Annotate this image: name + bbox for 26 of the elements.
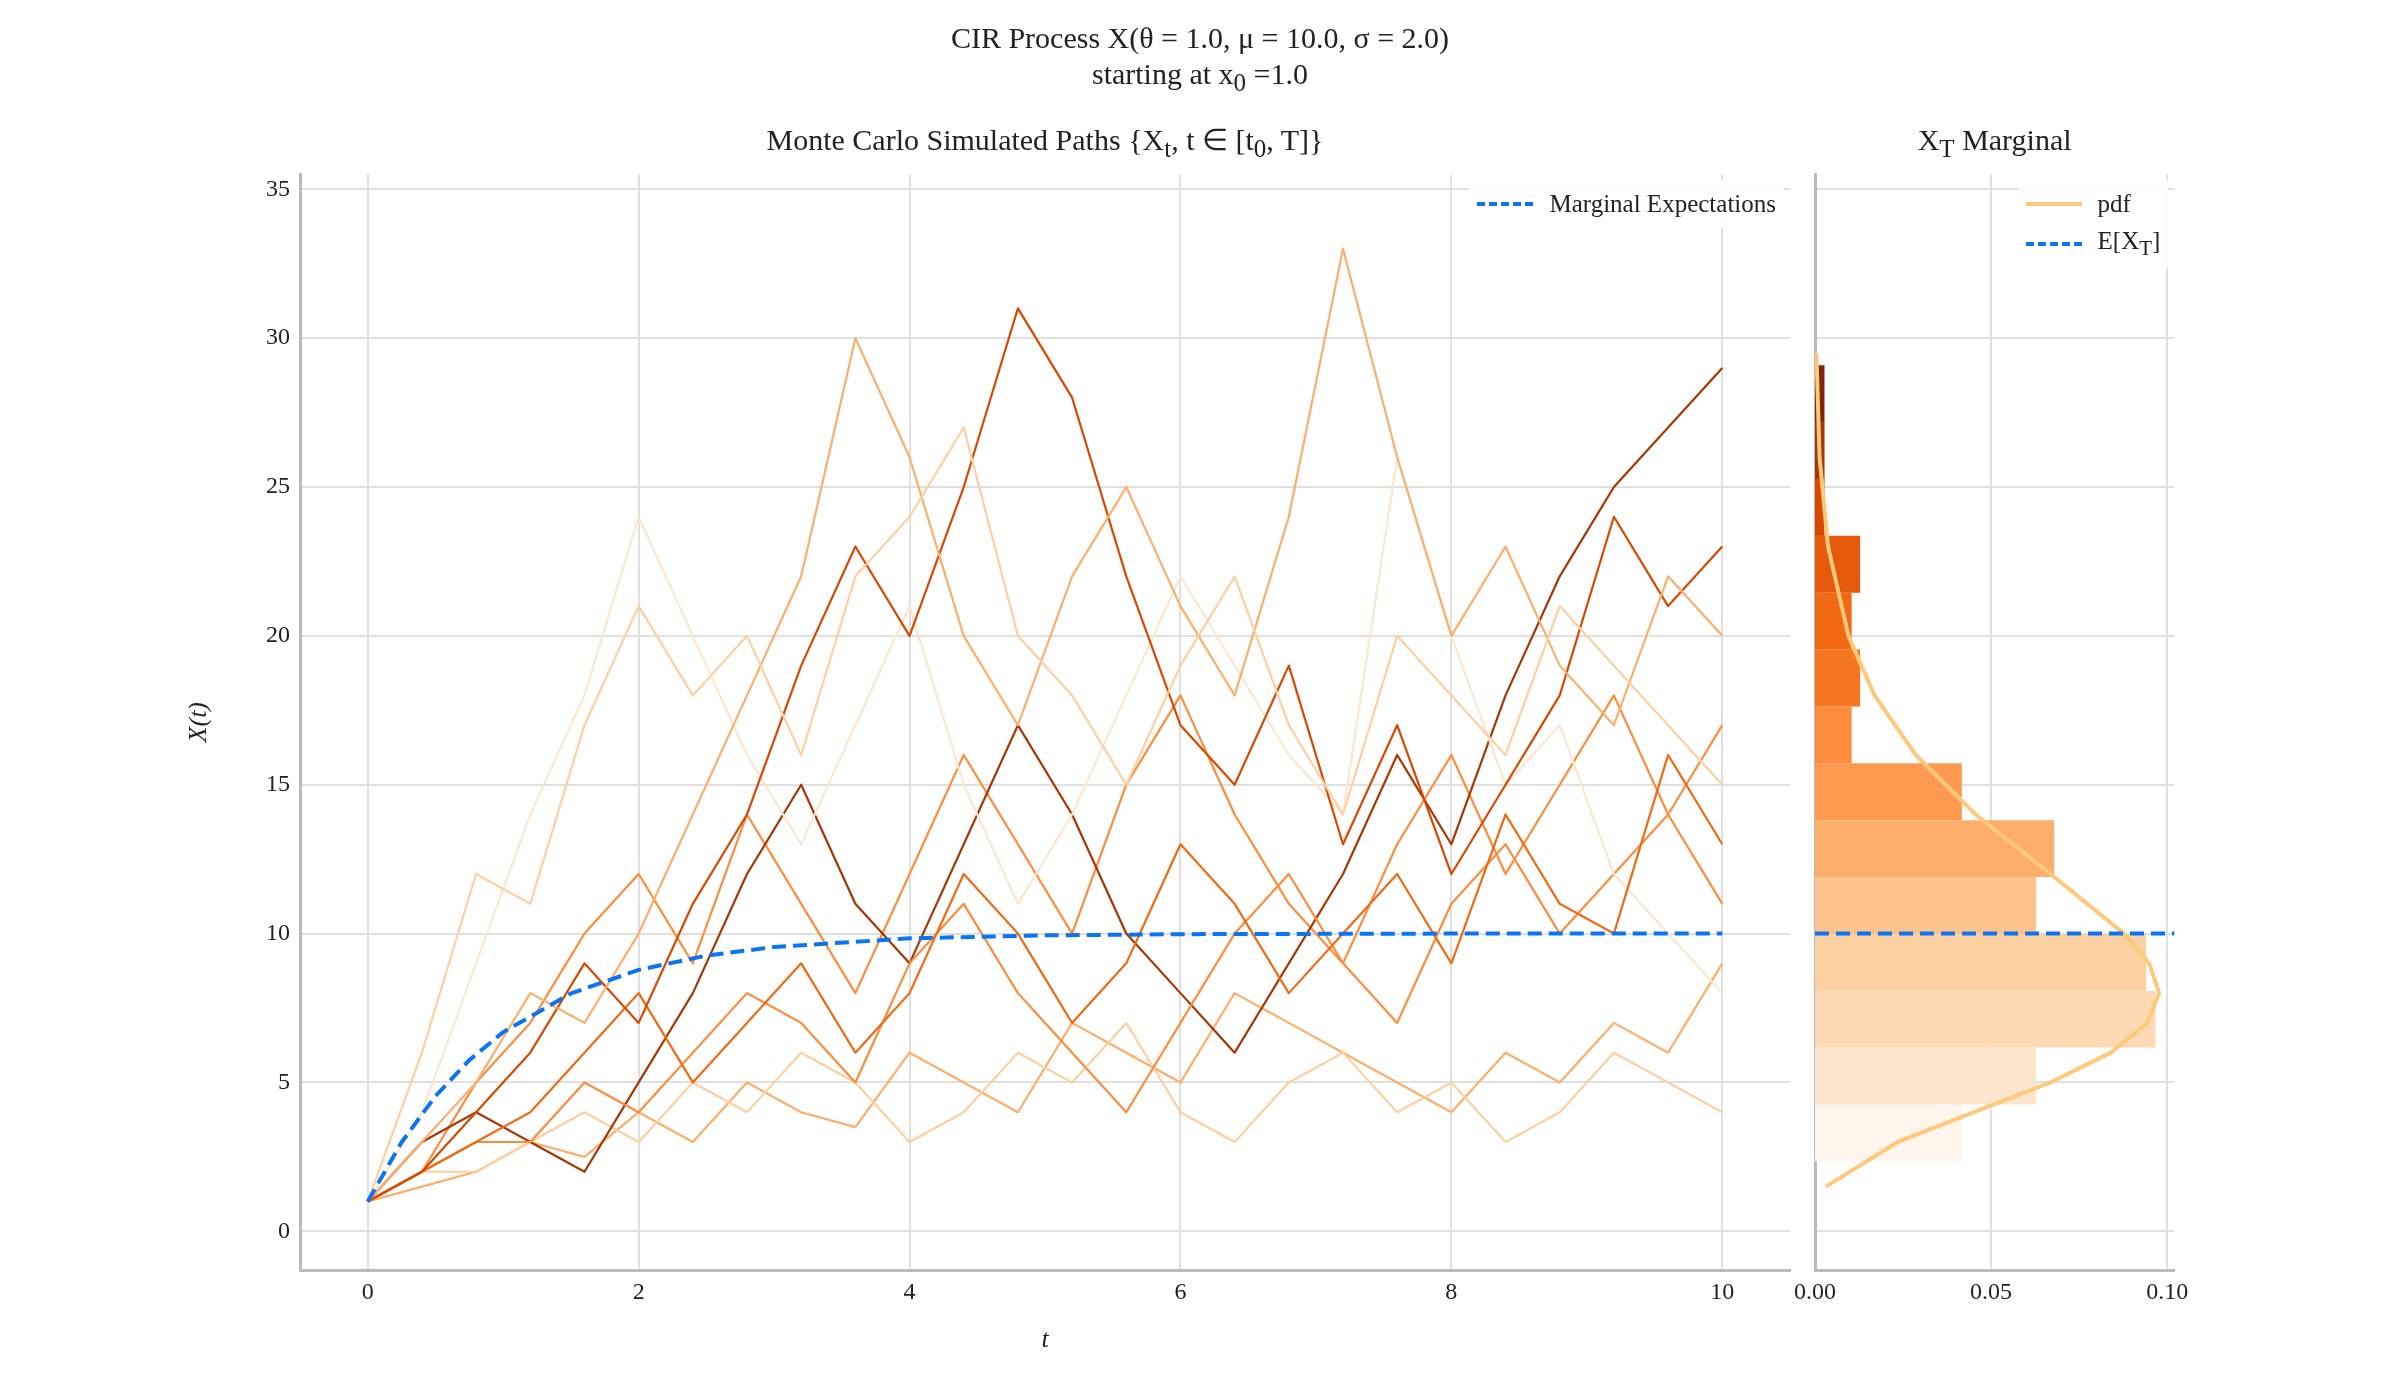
y-tick-label: 10: [266, 918, 290, 945]
x-tick-label: 0.10: [2146, 1277, 2189, 1304]
y-axis-title: X(t): [183, 701, 213, 744]
y-tick-label: 30: [266, 323, 290, 350]
legend-label: Marginal Expectations: [1549, 190, 1776, 219]
x-tick-label: 8: [1445, 1277, 1458, 1304]
legend-label: pdf: [2097, 190, 2131, 219]
chart-title: X$_{T}$ Marginal: [1916, 122, 2073, 165]
y-tick-label: 0: [278, 1216, 290, 1243]
x-tick-label: 6: [1174, 1277, 1187, 1304]
legend-label: E[X$_{T}$]: [2097, 227, 2161, 262]
y-tick-label: 35: [266, 174, 290, 201]
x-tick-label: 4: [903, 1277, 916, 1304]
text: Monte Carlo Simulated Paths {X$_{t}$, t ∈ [t$_{0}$, T]}: [765, 122, 1325, 165]
chart-title: CIR Process X(θ = 1.0, μ = 10.0, σ = 2.0): [950, 21, 1450, 54]
y-tick-label: 15: [266, 770, 290, 797]
x-tick-label: 0: [361, 1277, 374, 1304]
x-axis-title: t: [1041, 1324, 1050, 1354]
y-tick-label: 5: [278, 1067, 290, 1094]
chart-subtitle: starting at x$_{0}$ =1.0: [1091, 57, 1309, 96]
x-tick-label: 2: [632, 1277, 645, 1304]
x-tick-label: 10: [1710, 1277, 1735, 1304]
x-tick-label: 0.05: [1970, 1277, 2013, 1304]
y-tick-label: 25: [266, 472, 290, 499]
x-tick-label: 0.00: [1794, 1277, 1836, 1304]
y-tick-label: 20: [266, 621, 290, 648]
